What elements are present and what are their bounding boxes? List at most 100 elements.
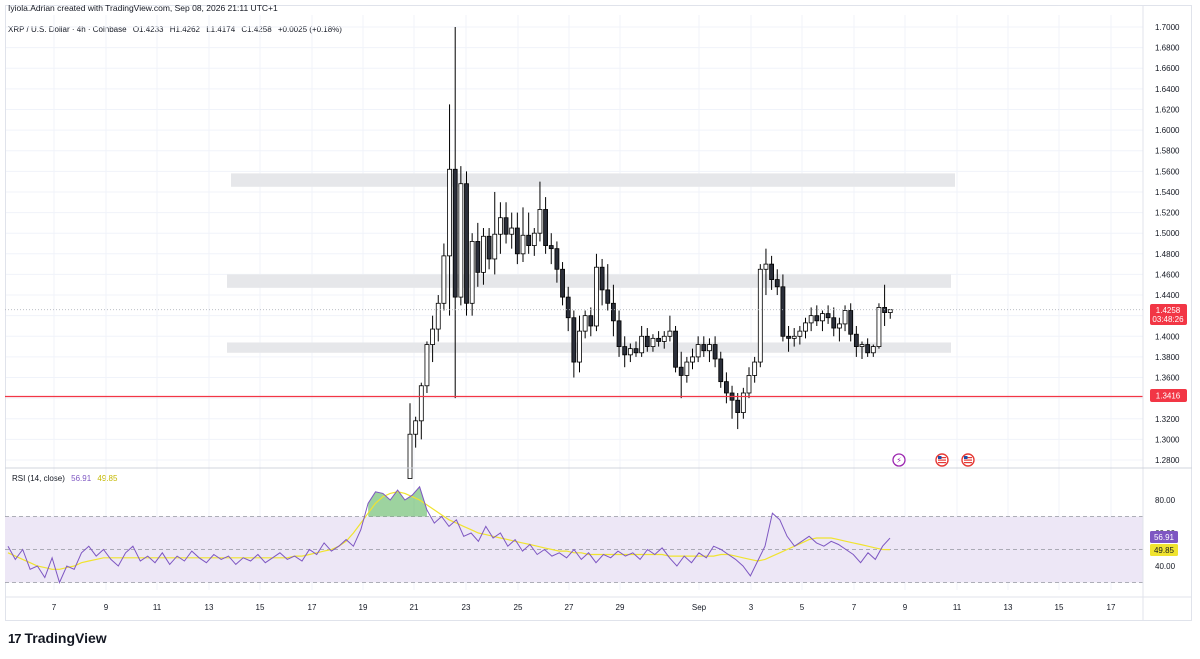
candle	[735, 392, 741, 430]
us-flag-event-icon[interactable]	[935, 453, 949, 467]
candle-body	[441, 255, 447, 304]
candle	[757, 264, 763, 368]
candle	[870, 344, 876, 357]
candle-body	[724, 381, 729, 394]
x-tick-label: 19	[359, 603, 368, 612]
candle	[690, 348, 695, 370]
candle	[684, 356, 690, 383]
candle	[413, 416, 419, 448]
x-tick-label: 17	[308, 603, 317, 612]
candle	[661, 331, 667, 349]
candle	[820, 310, 825, 332]
x-tick-label: Sep	[692, 603, 707, 612]
candle-body	[594, 266, 599, 327]
chart-frame	[5, 5, 1192, 621]
candle	[837, 317, 842, 342]
candle	[673, 325, 678, 373]
x-tick-label: 13	[205, 603, 214, 612]
candle-body	[712, 344, 718, 360]
candle	[594, 253, 599, 332]
candle	[729, 385, 735, 419]
candle	[769, 255, 774, 290]
candle-body	[537, 209, 543, 234]
dividend-event-icon[interactable]: ⚡	[892, 453, 906, 467]
event-icons[interactable]: ⚡	[892, 453, 975, 467]
candle	[447, 104, 452, 316]
candle	[492, 191, 498, 275]
candle-body	[492, 233, 498, 260]
x-tick-label: 25	[514, 603, 523, 612]
price-tick-label: 1.5400	[1155, 188, 1180, 197]
x-tick-label: 17	[1107, 603, 1116, 612]
price-tick-label: 1.5800	[1155, 147, 1180, 156]
candle	[486, 228, 492, 270]
rsi-legend[interactable]: RSI (14, close) 56.91 49.85	[12, 474, 117, 483]
candle	[497, 202, 503, 254]
candle-body	[560, 268, 565, 298]
chart-credit: Iyiola.Adrian created with TradingView.c…	[8, 3, 278, 13]
x-tick-label: 7	[852, 603, 857, 612]
candle-body	[644, 335, 650, 347]
candle	[588, 307, 594, 337]
candle	[763, 248, 769, 296]
candle	[526, 212, 532, 254]
rsi-tick-label: 40.00	[1155, 562, 1176, 571]
candle-body	[650, 337, 656, 347]
candle-body	[701, 344, 707, 352]
bar-countdown-text: 03:48:26	[1152, 315, 1184, 324]
symbol-title[interactable]: XRP / U.S. Dollar · 4h · Coinbase	[8, 25, 127, 34]
candle-body	[582, 315, 588, 332]
tradingview-logo[interactable]: 17 TradingView	[8, 630, 107, 646]
candle-body	[763, 263, 769, 270]
x-tick-label: 7	[52, 603, 57, 612]
support-line-layer	[5, 309, 1143, 398]
rsi-badge-text: 56.91	[1154, 533, 1175, 542]
ohlc-low: L1.4174	[206, 25, 236, 34]
candle-body	[543, 209, 548, 246]
rsi-ma-legend-value: 49.85	[97, 474, 118, 483]
candle	[876, 303, 882, 349]
candle-body	[486, 235, 492, 260]
rsi-ma-value-badge: 49.85	[1150, 544, 1178, 556]
price-tick-label: 1.5600	[1155, 167, 1180, 176]
last-price-badge: 1.4258 03:48:26	[1150, 304, 1187, 325]
candle-body	[548, 245, 554, 250]
candle	[865, 338, 871, 357]
candle-body	[876, 307, 882, 347]
rsi-label[interactable]: RSI (14, close)	[12, 474, 65, 483]
candle	[848, 303, 854, 342]
candle	[774, 269, 780, 296]
candles-layer	[407, 27, 893, 479]
price-tick-label: 1.4800	[1155, 250, 1180, 259]
us-flag-event-icon-2[interactable]	[961, 453, 975, 467]
candle	[740, 387, 746, 419]
candle	[481, 228, 486, 285]
candle-body	[571, 317, 577, 363]
support-level-badge: 1.3416	[1150, 389, 1187, 402]
candle	[514, 212, 520, 265]
rsi-ma-badge-text: 49.85	[1154, 546, 1175, 555]
candle-body	[464, 183, 469, 304]
candle-body	[447, 168, 452, 257]
symbol-legend[interactable]: XRP / U.S. Dollar · 4h · Coinbase O1.423…	[8, 25, 346, 34]
price-tick-label: 1.2800	[1155, 456, 1180, 465]
candle-body	[407, 433, 413, 479]
candle	[616, 310, 622, 357]
candle-body	[870, 346, 876, 354]
candle-body	[554, 248, 560, 270]
rsi-tick-label: 80.00	[1155, 496, 1176, 505]
candle	[464, 171, 469, 316]
candle	[441, 243, 447, 311]
candle-body	[661, 335, 667, 342]
candle-body	[452, 168, 458, 298]
candle	[887, 309, 893, 319]
rsi-line	[7, 485, 891, 584]
candle-body	[746, 375, 752, 394]
candle-body	[430, 328, 436, 345]
price-tick-label: 1.6000	[1155, 126, 1180, 135]
zones-layer	[227, 173, 955, 353]
rsi-overbought-fill	[368, 486, 427, 517]
candle	[797, 325, 803, 345]
candle-body	[605, 289, 611, 304]
